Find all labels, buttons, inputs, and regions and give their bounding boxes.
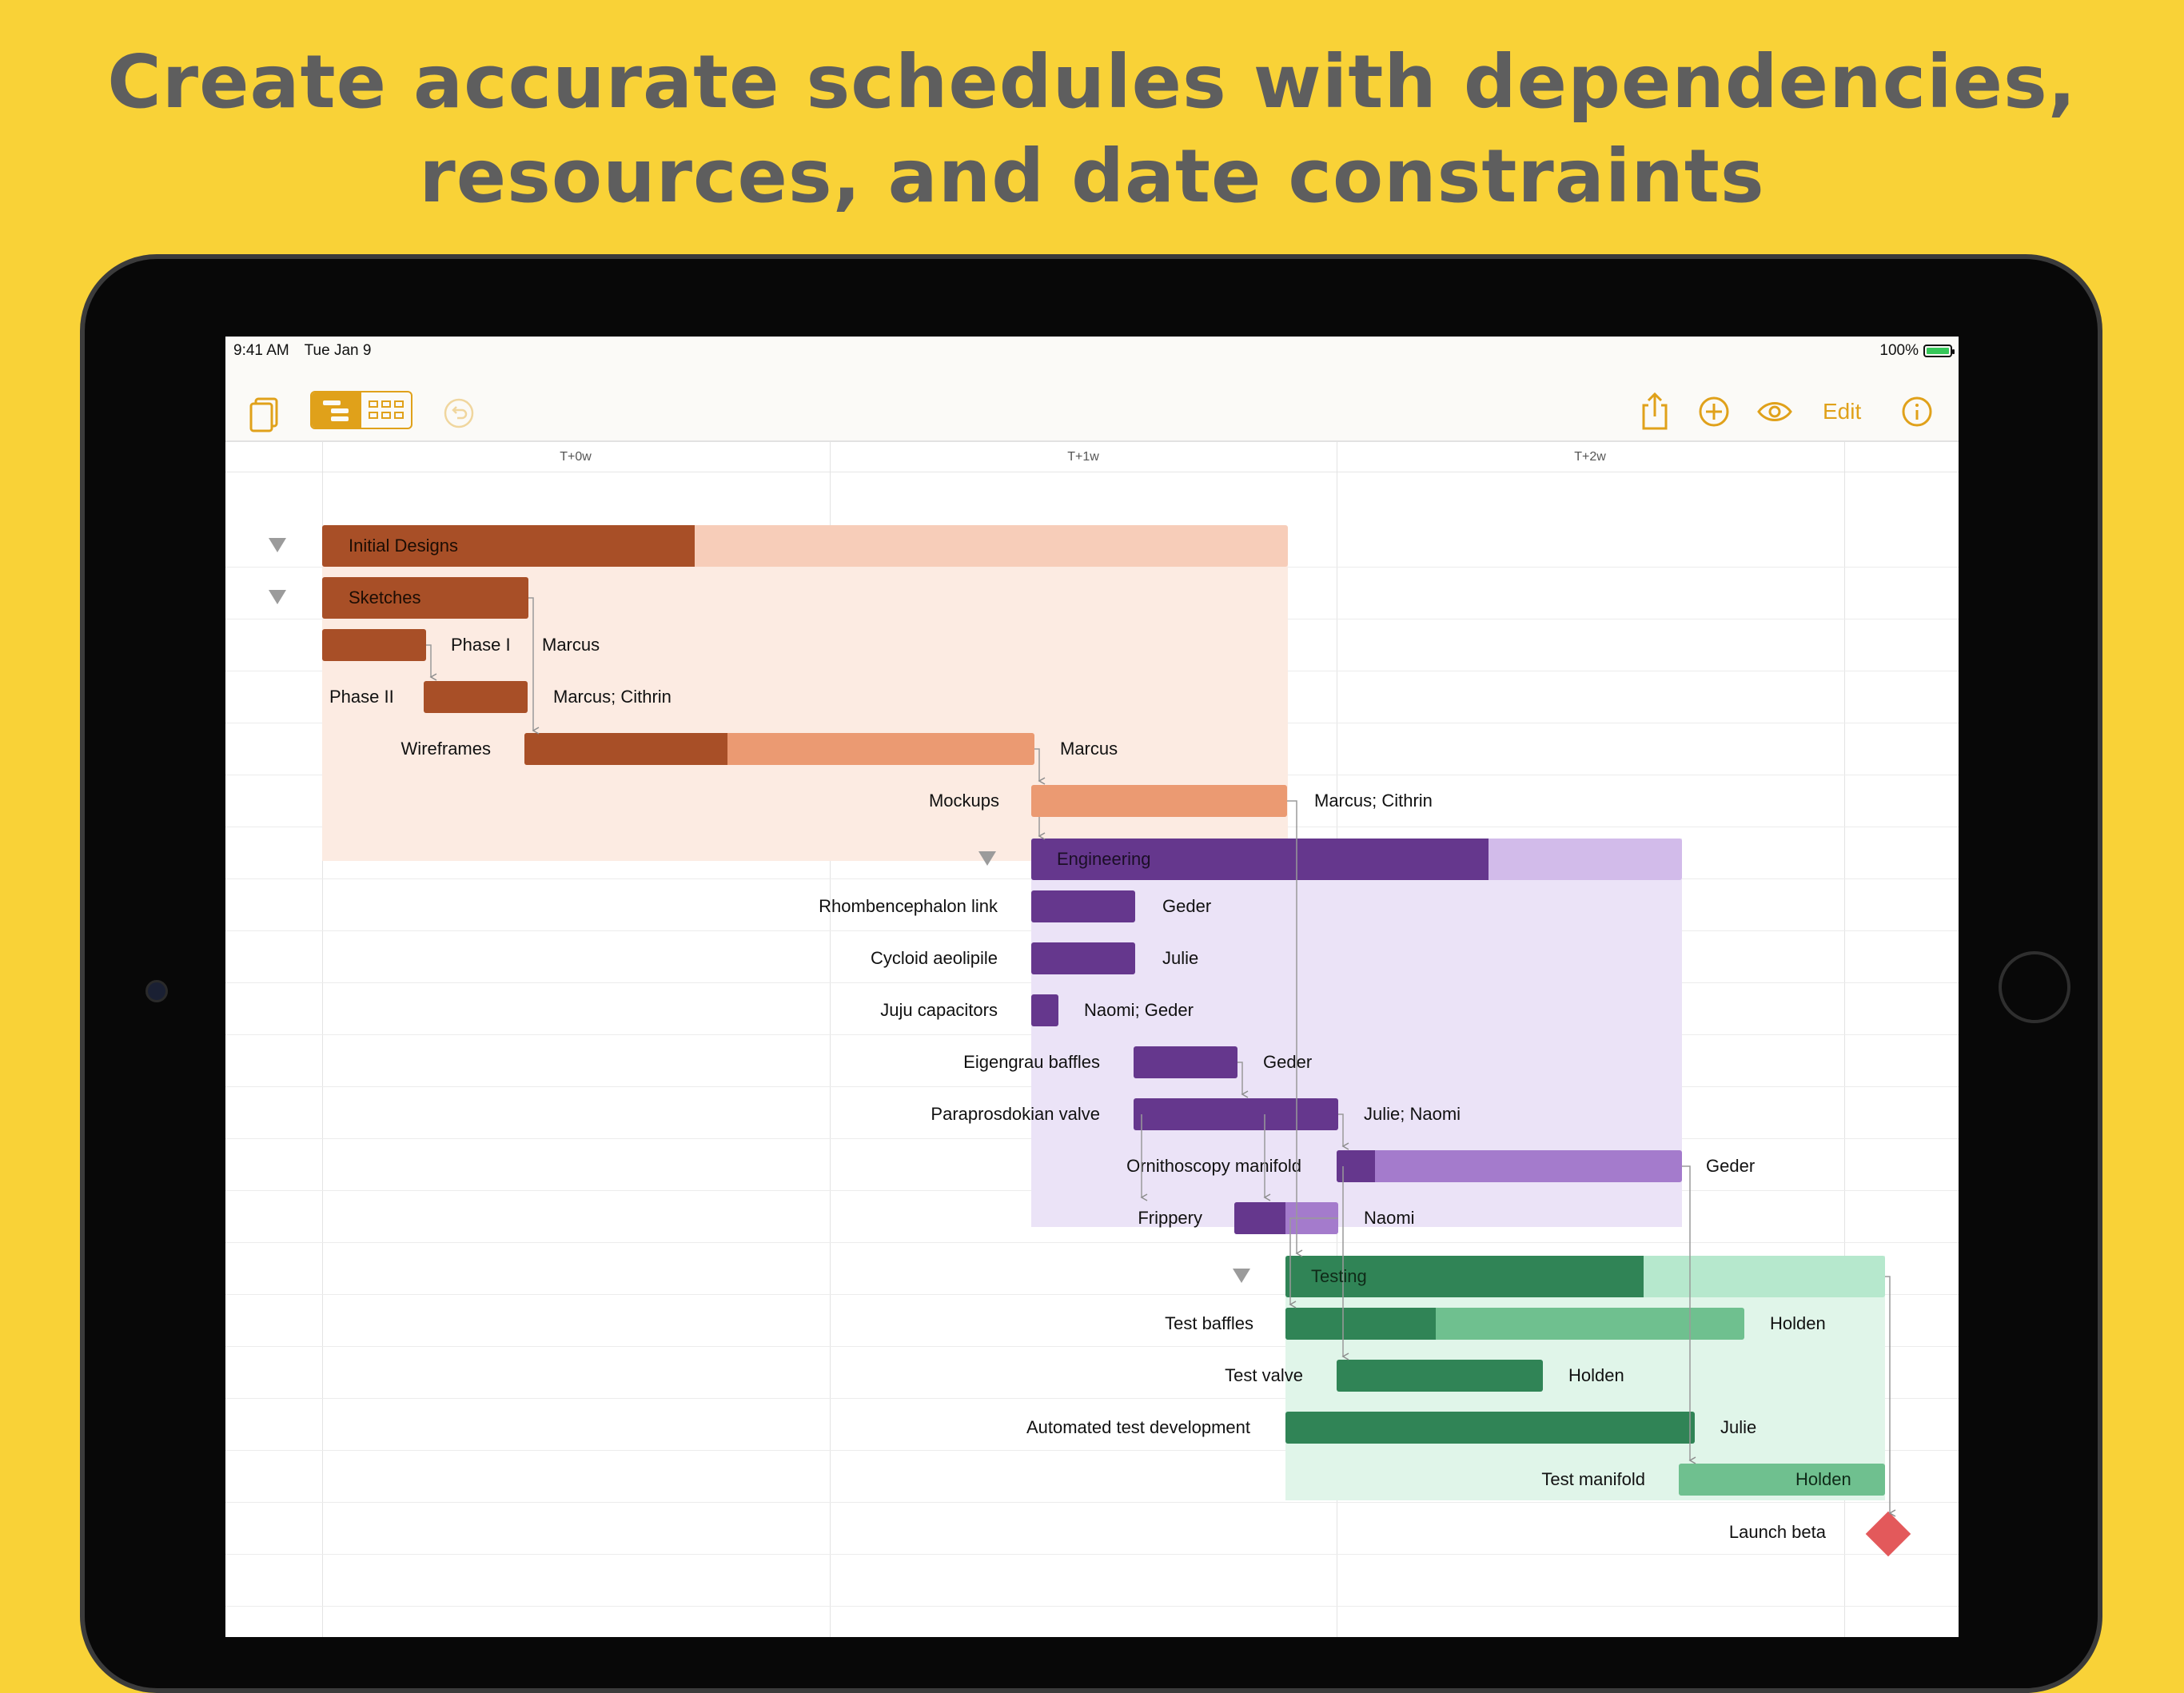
network-view-icon[interactable] — [361, 392, 411, 428]
view-mode-switch[interactable] — [310, 391, 412, 429]
test-baffles-label: Test baffles — [1165, 1313, 1253, 1333]
wireframes-bar[interactable] — [524, 733, 1034, 765]
initial-designs-bar[interactable] — [322, 525, 1288, 567]
ipad-screen: 9:41 AM Tue Jan 9 100% — [225, 337, 1959, 1637]
engineering-label: Engineering — [1057, 849, 1151, 869]
grid-line — [225, 1450, 1959, 1451]
eigengrau-label: Eigengrau baffles — [963, 1052, 1100, 1072]
headline: Create accurate schedules with dependenc… — [0, 35, 2184, 224]
timeline-header: T+0w T+1w T+2w — [225, 442, 1959, 472]
phase-1-resource: Marcus — [542, 635, 600, 655]
grid-line — [225, 1606, 1959, 1607]
grid-line — [225, 1398, 1959, 1399]
juju-bar[interactable] — [1031, 994, 1058, 1026]
mockups-bar[interactable] — [1031, 785, 1287, 817]
status-date: Tue Jan 9 — [304, 342, 372, 359]
test-baffles-resource: Holden — [1770, 1313, 1826, 1333]
timeline-tick-label: T+0w — [560, 450, 592, 464]
paraprosdokian-bar[interactable] — [1134, 1098, 1338, 1130]
grid-line — [225, 1554, 1959, 1555]
wireframes-resource: Marcus — [1060, 739, 1118, 759]
sketches-bar[interactable] — [322, 577, 528, 619]
rhombencephalon-resource: Geder — [1162, 896, 1212, 916]
grid-line — [225, 1502, 1959, 1503]
test-valve-resource: Holden — [1568, 1365, 1624, 1385]
phase-1-label: Phase I — [451, 635, 511, 655]
test-manifold-bar[interactable] — [1679, 1464, 1885, 1496]
mockups-resource: Marcus; Cithrin — [1314, 791, 1433, 811]
add-icon[interactable] — [1698, 396, 1730, 428]
share-icon[interactable] — [1640, 391, 1669, 431]
eigengrau-resource: Geder — [1263, 1052, 1313, 1072]
phase-2-bar[interactable] — [424, 681, 528, 713]
toolbar: Edit — [225, 365, 1959, 442]
home-button[interactable] — [1999, 951, 2070, 1023]
frippery-label: Frippery — [1138, 1208, 1202, 1228]
test-valve-label: Test valve — [1225, 1365, 1303, 1385]
collapse-initial-designs-caret[interactable] — [269, 538, 286, 552]
ornithoscopy-label: Ornithoscopy manifold — [1126, 1156, 1301, 1176]
phase-2-label: Phase II — [329, 687, 394, 707]
view-eye-icon[interactable] — [1757, 399, 1792, 424]
ornithoscopy-resource: Geder — [1706, 1156, 1756, 1176]
rhombencephalon-label: Rhombencephalon link — [819, 896, 998, 916]
frippery-bar[interactable] — [1234, 1202, 1338, 1234]
juju-label: Juju capacitors — [880, 1000, 998, 1020]
info-icon[interactable] — [1901, 396, 1933, 428]
grid-line — [225, 1294, 1959, 1295]
sketches-label: Sketches — [349, 588, 421, 607]
paraprosdokian-label: Paraprosdokian valve — [931, 1104, 1100, 1124]
battery-icon — [1923, 345, 1955, 357]
ornithoscopy-bar[interactable] — [1337, 1150, 1682, 1182]
test-baffles-bar[interactable] — [1285, 1308, 1744, 1340]
test-manifold-resource: Holden — [1795, 1469, 1851, 1489]
camera — [145, 980, 168, 1002]
eigengrau-bar[interactable] — [1134, 1046, 1237, 1078]
timeline-tick-label: T+2w — [1574, 450, 1606, 464]
automated-test-resource: Julie — [1720, 1417, 1757, 1437]
grid-line — [225, 1346, 1959, 1347]
frippery-resource: Naomi — [1364, 1208, 1415, 1228]
collapse-testing-caret[interactable] — [1233, 1269, 1250, 1283]
grid-line — [1844, 442, 1845, 1637]
launch-beta-label: Launch beta — [1728, 1522, 1826, 1542]
launch-beta-milestone[interactable] — [1865, 1511, 1911, 1557]
grid-line — [830, 442, 831, 1637]
wireframes-label: Wireframes — [401, 739, 491, 759]
undo-icon[interactable] — [443, 397, 475, 429]
test-manifold-label: Test manifold — [1541, 1469, 1645, 1489]
test-valve-bar[interactable] — [1337, 1360, 1543, 1392]
paraprosdokian-resource: Julie; Naomi — [1364, 1104, 1461, 1124]
status-time: 9:41 AM — [233, 342, 289, 359]
testing-bar[interactable] — [1285, 1256, 1885, 1297]
edit-button[interactable]: Edit — [1823, 399, 1862, 424]
outline-view-icon[interactable] — [312, 392, 361, 428]
phase-2-resource: Marcus; Cithrin — [553, 687, 672, 707]
automated-test-bar[interactable] — [1285, 1412, 1695, 1444]
initial-designs-label: Initial Designs — [349, 536, 458, 556]
grid-line — [225, 1242, 1959, 1243]
automated-test-label: Automated test development — [1026, 1417, 1250, 1437]
mockups-label: Mockups — [928, 791, 999, 811]
engineering-bar[interactable] — [1031, 839, 1682, 880]
collapse-engineering-caret[interactable] — [978, 851, 996, 866]
collapse-sketches-caret[interactable] — [269, 590, 286, 604]
documents-icon[interactable] — [249, 397, 280, 432]
juju-resource: Naomi; Geder — [1084, 1000, 1194, 1020]
battery-percent: 100% — [1879, 342, 1919, 359]
testing-label: Testing — [1311, 1266, 1367, 1286]
rhombencephalon-bar[interactable] — [1031, 890, 1135, 922]
phase-1-bar[interactable] — [322, 629, 426, 661]
headline-line-1: Create accurate schedules with dependenc… — [107, 39, 2077, 125]
grid-line — [322, 442, 323, 1637]
cycloid-bar[interactable] — [1031, 942, 1135, 974]
headline-line-2: resources, and date constraints — [419, 133, 1765, 219]
cycloid-resource: Julie — [1162, 948, 1199, 968]
cycloid-label: Cycloid aeolipile — [871, 948, 998, 968]
status-bar: 9:41 AM Tue Jan 9 100% — [225, 337, 1959, 365]
timeline-tick-label: T+1w — [1067, 450, 1099, 464]
